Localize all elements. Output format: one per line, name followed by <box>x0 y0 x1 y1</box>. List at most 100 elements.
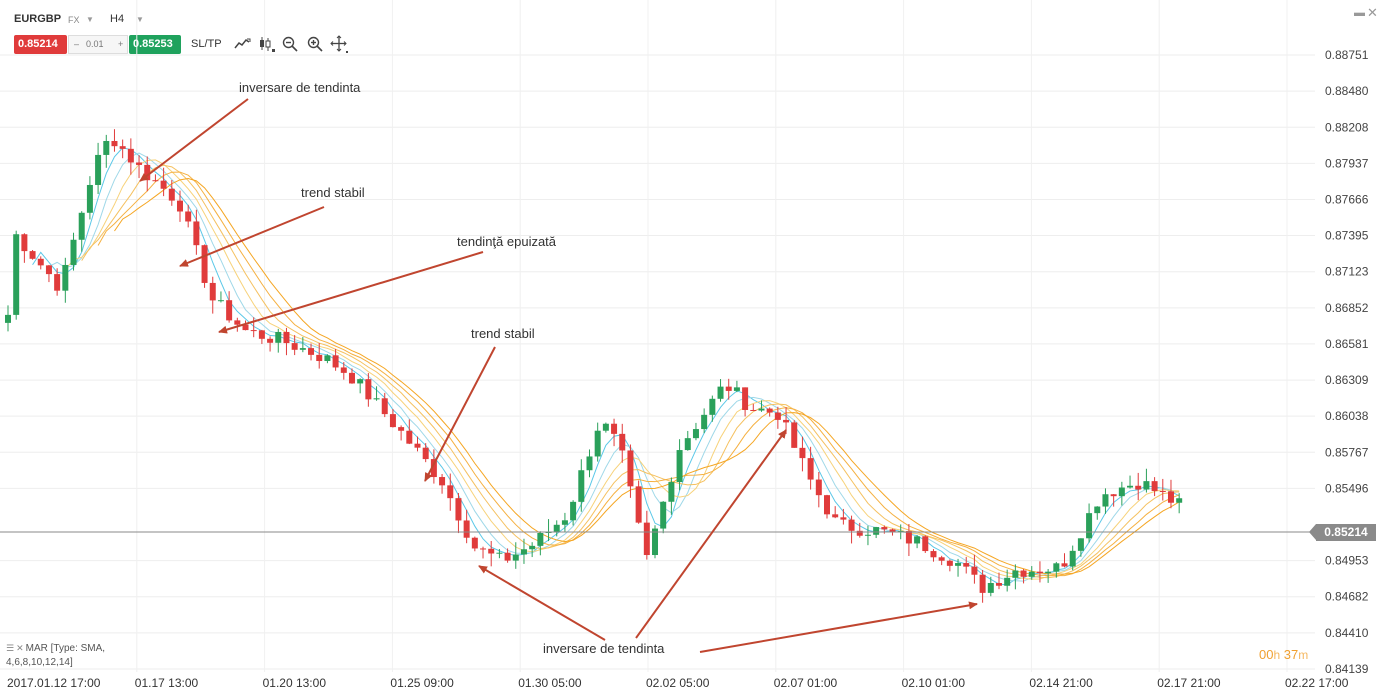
time-tick-label: 02.22 17:00 <box>1285 676 1349 690</box>
candle-body <box>267 338 274 343</box>
candle-body <box>152 180 159 182</box>
annotation-label: trend stabil <box>471 326 535 341</box>
candlestick-icon[interactable] <box>258 35 276 53</box>
symbol-dropdown-icon[interactable]: ▼ <box>86 15 94 24</box>
time-tick-label: 02.02 05:00 <box>646 676 710 690</box>
sell-price-button[interactable]: 0.85214 <box>14 35 67 54</box>
candle-body <box>78 212 85 240</box>
candle-body <box>398 427 405 431</box>
candle-body <box>963 563 970 567</box>
candle-body <box>922 536 929 552</box>
candle-body <box>987 583 994 593</box>
candle-body <box>971 566 978 575</box>
price-tick-label: 0.87937 <box>1325 156 1369 170</box>
minimize-icon[interactable]: ▬ <box>1354 7 1365 19</box>
candle-body <box>136 162 143 165</box>
candle-body <box>627 450 634 487</box>
time-tick-label: 02.17 21:00 <box>1157 676 1221 690</box>
candle-body <box>668 482 675 502</box>
current-price-tag: 0.85214 <box>1309 524 1376 541</box>
candle-body <box>791 422 798 448</box>
volume-decrease-button[interactable]: – <box>74 39 80 49</box>
candle-body <box>119 146 126 149</box>
candle-body <box>774 412 781 420</box>
crosshair-icon[interactable] <box>330 35 348 53</box>
candle-body <box>807 458 814 480</box>
candle-body <box>209 282 216 301</box>
annotations: inversare de tendinta trend stabil tendinţ… <box>139 80 978 656</box>
volume-value[interactable]: 0.01 <box>86 39 104 49</box>
candle-body <box>439 477 446 486</box>
sltp-button[interactable]: SL/TP <box>191 38 222 50</box>
annotation-arrow <box>699 601 978 653</box>
zoom-out-icon[interactable] <box>281 35 299 53</box>
candle-body <box>832 514 839 518</box>
time-tick-label: 01.30 05:00 <box>518 676 582 690</box>
candle-body <box>864 534 871 536</box>
candle-body <box>1135 485 1142 490</box>
candle-body <box>463 520 470 538</box>
legend-line-2: 4,6,8,10,12,14] <box>6 657 73 668</box>
candle-body <box>1004 577 1011 586</box>
timeframe-select[interactable]: H4 <box>110 13 125 25</box>
candle-body <box>226 300 233 321</box>
candle-body <box>660 501 667 529</box>
candle-body <box>430 459 437 478</box>
moving-average-line <box>97 171 1180 577</box>
candle-body <box>283 331 290 344</box>
candle-body <box>1118 487 1125 497</box>
price-tick-label: 0.86309 <box>1325 373 1369 387</box>
time-tick-label: 01.17 13:00 <box>135 676 199 690</box>
time-tick-label: 02.14 21:00 <box>1029 676 1093 690</box>
candle-body <box>701 414 708 430</box>
candle-body <box>316 354 323 362</box>
moving-average-line <box>32 147 1180 586</box>
price-tick-label: 0.84953 <box>1325 554 1369 568</box>
candle-body <box>594 430 601 457</box>
price-tick-label: 0.84139 <box>1325 662 1369 676</box>
candle-body <box>635 486 642 523</box>
candle-body <box>1069 550 1076 567</box>
line-chart-icon[interactable] <box>234 35 252 53</box>
annotation-arrow <box>424 346 496 482</box>
candle-body <box>504 552 511 561</box>
timeframe-dropdown-icon[interactable]: ▼ <box>136 15 144 24</box>
candle-body <box>1167 491 1174 503</box>
buy-price-button[interactable]: 0.85253 <box>129 35 181 54</box>
candle-body <box>422 447 429 460</box>
candle-body <box>127 148 134 163</box>
candle-body <box>5 314 11 323</box>
timer-minutes: 37 <box>1283 647 1299 662</box>
candle-timer: 00h 37m <box>1259 647 1308 662</box>
candle-body <box>471 537 478 549</box>
candle-body <box>1036 571 1043 574</box>
candle-body <box>783 419 790 423</box>
candle-body <box>578 470 585 502</box>
candle-body <box>619 433 626 451</box>
timer-hours: 00 <box>1259 647 1274 662</box>
time-axis: 2017.01.12 17:00 01.17 13:00 01.20 13:00 01… <box>7 676 1349 690</box>
candle-body <box>496 552 503 554</box>
close-icon[interactable]: ✕ <box>1367 5 1378 20</box>
candle-body <box>561 520 568 525</box>
candle-body <box>340 367 347 373</box>
settings-icon[interactable]: ☰ <box>6 643 15 653</box>
candle-body <box>480 548 487 550</box>
candle-body <box>750 409 757 411</box>
volume-increase-button[interactable]: + <box>118 39 124 49</box>
volume-stepper[interactable]: – 0.01 + <box>68 35 128 54</box>
annotation-label: inversare de tendinta <box>543 641 665 656</box>
price-axis: 0.88751 0.88480 0.88208 0.87937 0.87666 0.873… <box>1325 48 1369 676</box>
candle-body <box>512 554 519 561</box>
zoom-in-icon[interactable] <box>306 35 324 53</box>
candle-body <box>37 258 44 266</box>
remove-indicator-icon[interactable]: ✕ <box>16 643 24 653</box>
market-label: FX <box>68 15 80 25</box>
candle-body <box>979 574 986 593</box>
candle-body <box>946 560 953 566</box>
symbol-label[interactable]: EURGBP <box>14 13 62 25</box>
candle-body <box>570 501 577 521</box>
candle-body <box>365 379 372 400</box>
indicator-legend[interactable]: ☰ ✕ MAR [Type: SMA, 4,6,8,10,12,14] <box>6 641 105 670</box>
